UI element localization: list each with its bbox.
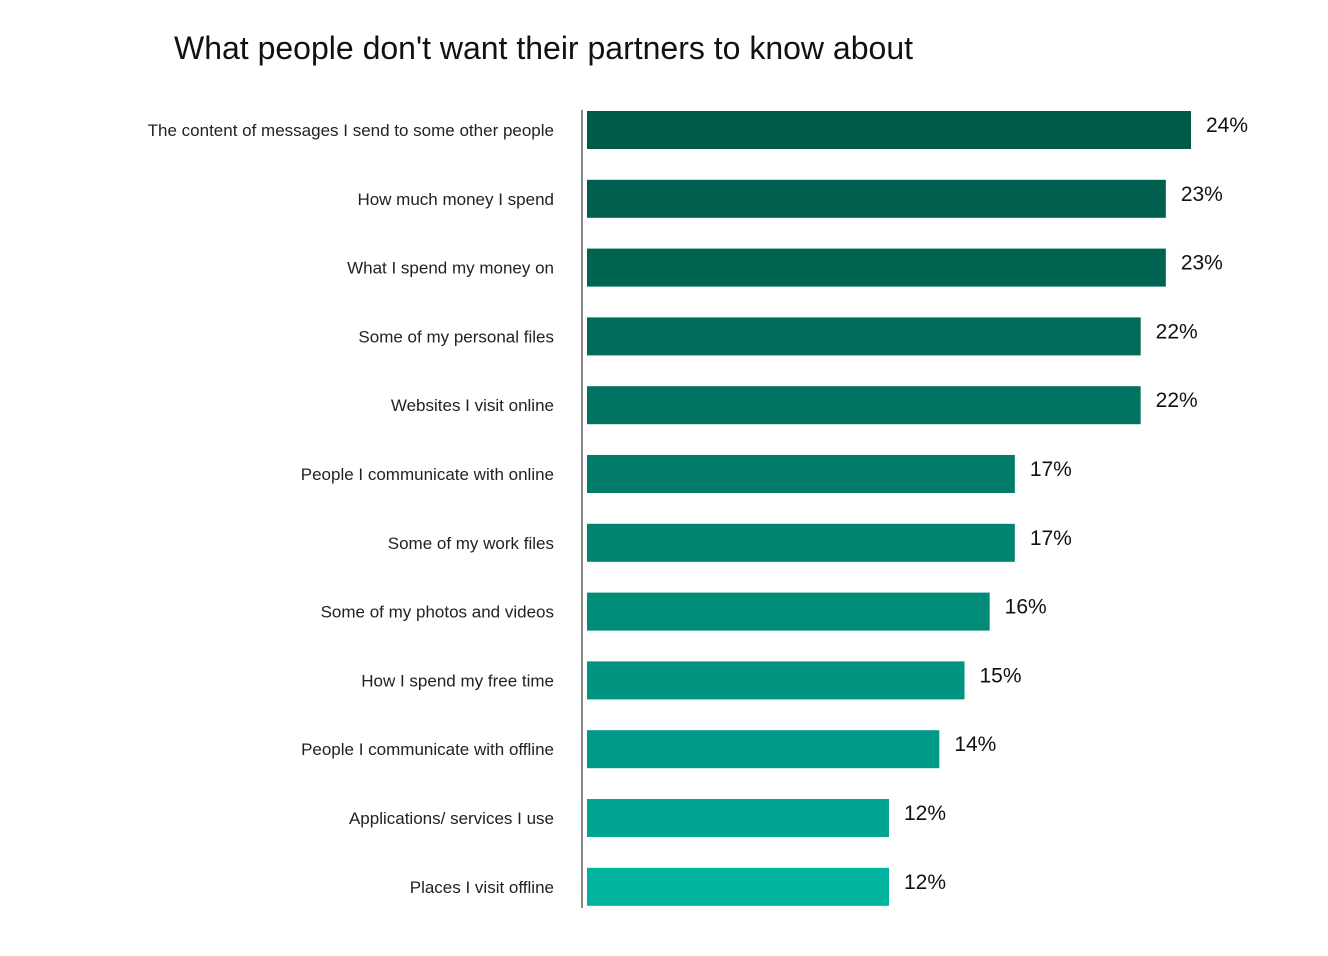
category-label: How much money I spend xyxy=(357,190,554,209)
bar xyxy=(587,799,889,837)
value-label: 14% xyxy=(954,733,996,756)
bar xyxy=(587,111,1191,149)
bar xyxy=(587,661,965,700)
value-label: 12% xyxy=(904,871,946,894)
bars-group xyxy=(587,111,1191,906)
bar xyxy=(587,730,940,769)
category-label: Some of my work files xyxy=(388,534,554,553)
value-labels-group: 24% 23% 23% 22% 22% 17% 17% 16% 15% 14% 12% 12% xyxy=(904,114,1248,894)
value-label: 15% xyxy=(980,664,1022,687)
category-label: People I communicate with online xyxy=(301,465,554,484)
bar xyxy=(587,867,889,906)
bar xyxy=(587,455,1015,493)
value-label: 22% xyxy=(1156,320,1198,343)
bar xyxy=(587,523,1015,562)
chart-title: What people don't want their partners to… xyxy=(174,30,913,66)
bar xyxy=(587,179,1166,218)
bar xyxy=(587,248,1166,287)
category-label: Places I visit offline xyxy=(410,878,554,897)
category-label: Applications/ services I use xyxy=(349,809,554,828)
category-label: Websites I visit online xyxy=(391,396,554,415)
value-label: 17% xyxy=(1030,527,1072,550)
category-label: People I communicate with offline xyxy=(301,740,554,759)
value-label: 16% xyxy=(1005,596,1047,619)
value-label: 17% xyxy=(1030,458,1072,481)
category-label: What I spend my money on xyxy=(347,259,554,278)
bar xyxy=(587,592,990,631)
bar xyxy=(587,386,1141,425)
category-labels-group: The content of messages I send to some o… xyxy=(148,121,554,897)
category-label: How I spend my free time xyxy=(361,671,554,690)
bar xyxy=(587,317,1141,356)
value-label: 23% xyxy=(1181,252,1223,275)
value-label: 12% xyxy=(904,802,946,825)
category-label: The content of messages I send to some o… xyxy=(148,121,554,140)
value-label: 24% xyxy=(1206,114,1248,137)
category-label: Some of my personal files xyxy=(358,327,554,346)
value-label: 23% xyxy=(1181,183,1223,206)
value-label: 22% xyxy=(1156,389,1198,412)
category-label: Some of my photos and videos xyxy=(321,603,554,622)
